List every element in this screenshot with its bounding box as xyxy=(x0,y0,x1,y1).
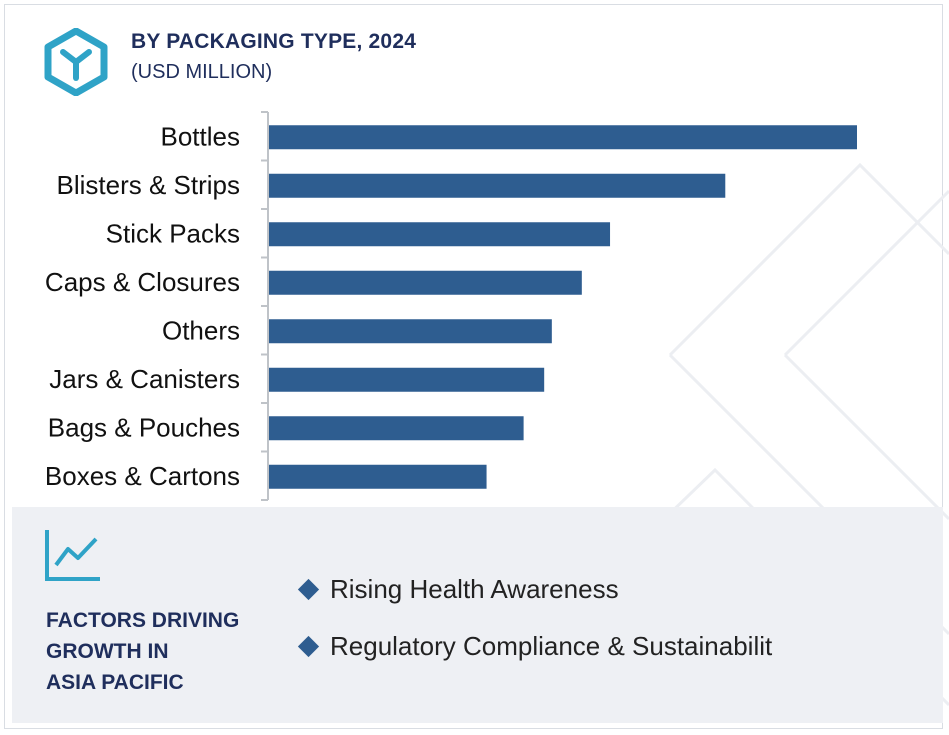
bar xyxy=(269,125,857,150)
category-label: Boxes & Cartons xyxy=(45,461,240,491)
bar xyxy=(269,416,524,441)
bar-chart: Bottles Blisters & Strips Stick Packs Caps … xyxy=(45,111,857,501)
factors-panel xyxy=(12,507,943,723)
category-label: Blisters & Strips xyxy=(57,170,241,200)
line-chart-growth-icon xyxy=(45,530,100,581)
category-label: Bags & Pouches xyxy=(48,412,240,442)
factors-title-line-2: GROWTH IN xyxy=(46,640,169,663)
factor-item: Regulatory Compliance & Sustainabilit xyxy=(297,631,772,662)
chart-title: BY PACKAGING TYPE, 2024 xyxy=(131,30,417,53)
bar xyxy=(269,270,582,295)
factor-label: Rising Health Awareness xyxy=(330,574,619,604)
diamond-bullet-icon xyxy=(297,578,320,601)
category-label: Jars & Canisters xyxy=(49,364,240,394)
factor-item: Rising Health Awareness xyxy=(297,574,619,605)
bar xyxy=(269,173,726,198)
factors-title-line-3: ASIA PACIFIC xyxy=(46,671,184,694)
factors-title: FACTORS DRIVING GROWTH IN ASIA PACIFIC xyxy=(46,605,239,698)
bar xyxy=(269,367,545,392)
chart-frame xyxy=(4,4,943,729)
factor-label: Regulatory Compliance & Sustainabilit xyxy=(330,631,773,661)
bar xyxy=(269,464,487,489)
category-label: Caps & Closures xyxy=(45,267,240,297)
category-label: Others xyxy=(162,315,240,345)
category-label: Bottles xyxy=(161,121,241,151)
diamond-bullet-icon xyxy=(297,635,320,658)
chart-subtitle: (USD MILLION) xyxy=(131,61,273,83)
bar xyxy=(269,319,552,344)
box-y-logo-icon xyxy=(44,28,108,96)
category-label: Stick Packs xyxy=(106,218,240,248)
factors-title-line-1: FACTORS DRIVING xyxy=(46,609,240,632)
bar xyxy=(269,222,611,247)
